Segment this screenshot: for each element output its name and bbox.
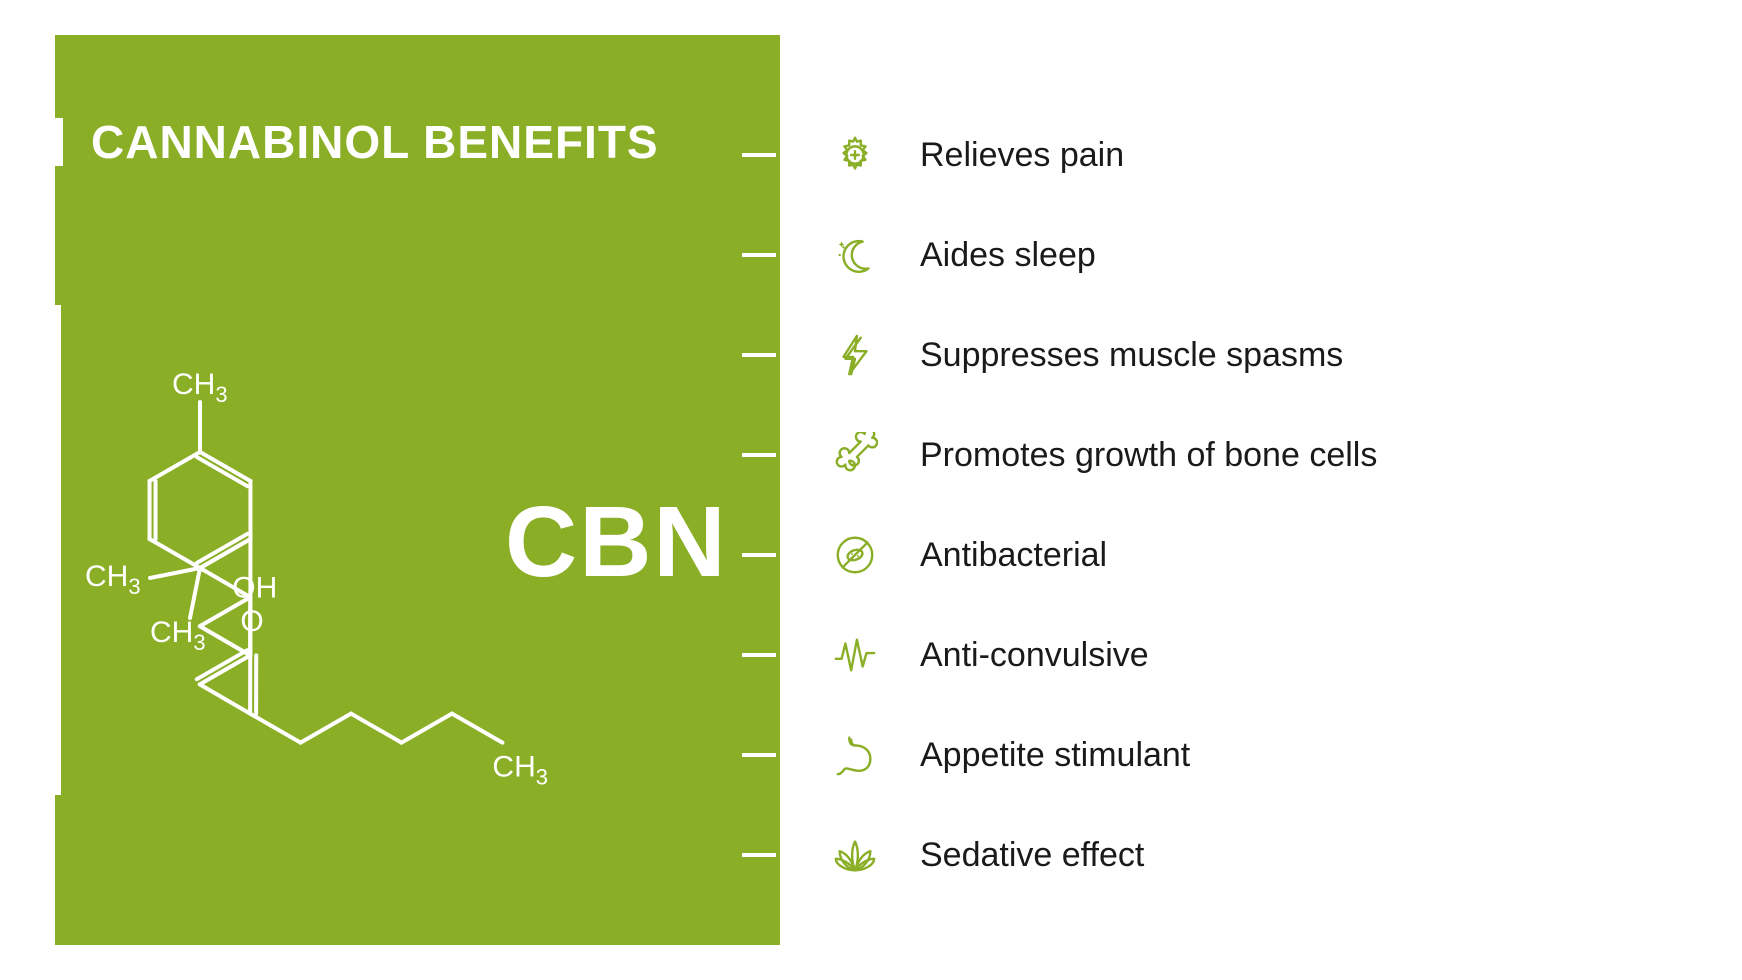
benefit-row: Antibacterial — [780, 505, 1680, 605]
benefit-label: Appetite stimulant — [920, 736, 1190, 775]
benefit-row: Relieves pain — [780, 105, 1680, 205]
benefit-row: Suppresses muscle spasms — [780, 305, 1680, 405]
compound-label: CBN — [505, 485, 728, 600]
left-panel: CANNABINOL BENEFITS CH3OCH3CH3OHCH3 CBN — [55, 35, 775, 945]
tick-mark — [742, 753, 776, 757]
bolt-muscle-icon — [830, 330, 880, 380]
stomach-icon — [830, 730, 880, 780]
lotus-icon — [830, 830, 880, 880]
benefit-label: Anti-convulsive — [920, 636, 1149, 675]
page-title: CANNABINOL BENEFITS — [91, 115, 659, 169]
benefit-row: Aides sleep — [780, 205, 1680, 305]
benefit-label: Antibacterial — [920, 536, 1107, 575]
svg-text:CH3: CH3 — [85, 560, 141, 599]
benefit-label: Sedative effect — [920, 836, 1144, 875]
right-panel: Relieves pain Aides sleep Suppresses mus… — [780, 35, 1680, 945]
tick-mark — [742, 853, 776, 857]
benefit-row: Appetite stimulant — [780, 705, 1680, 805]
tick-mark — [742, 453, 776, 457]
svg-text:O: O — [240, 605, 263, 638]
moon-sleep-icon — [830, 230, 880, 280]
tick-mark — [742, 653, 776, 657]
benefit-row: Promotes growth of bone cells — [780, 405, 1680, 505]
benefit-label: Suppresses muscle spasms — [920, 336, 1343, 375]
molecule-accent-bar — [55, 305, 61, 795]
tick-mark — [742, 353, 776, 357]
svg-text:CH3: CH3 — [492, 751, 548, 790]
bone-icon — [830, 430, 880, 480]
title-row: CANNABINOL BENEFITS — [55, 115, 775, 169]
tick-mark — [742, 553, 776, 557]
title-accent-bar — [55, 118, 63, 166]
molecule-diagram: CH3OCH3CH3OHCH3 CBN — [85, 295, 775, 815]
benefit-label: Promotes growth of bone cells — [920, 436, 1377, 475]
no-bacteria-icon — [830, 530, 880, 580]
benefit-label: Relieves pain — [920, 136, 1124, 175]
pulse-icon — [830, 630, 880, 680]
sun-pain-icon — [830, 130, 880, 180]
svg-text:CH3: CH3 — [150, 616, 206, 655]
molecule-area: CH3OCH3CH3OHCH3 CBN — [55, 295, 775, 815]
tick-mark — [742, 253, 776, 257]
benefits-list: Relieves pain Aides sleep Suppresses mus… — [780, 105, 1680, 905]
benefit-row: Sedative effect — [780, 805, 1680, 905]
svg-text:OH: OH — [232, 571, 277, 604]
benefit-label: Aides sleep — [920, 236, 1096, 275]
benefit-row: Anti-convulsive — [780, 605, 1680, 705]
tick-mark — [742, 153, 776, 157]
